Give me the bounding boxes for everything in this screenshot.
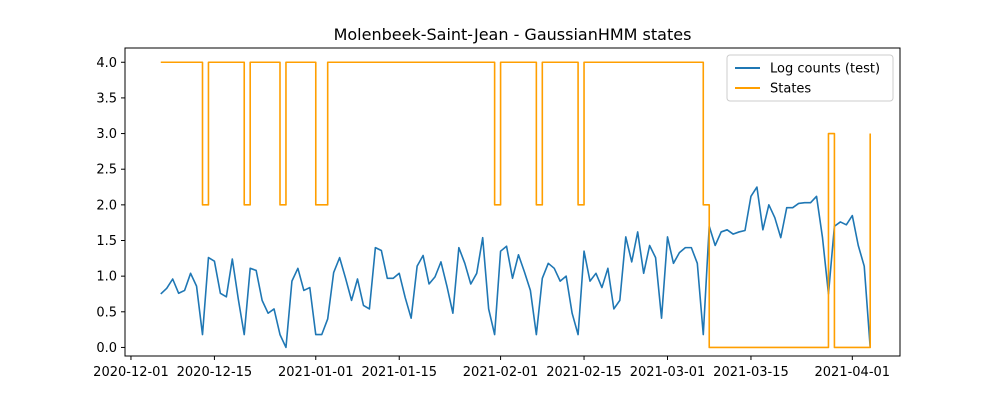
y-tick-label: 1.5 [96, 234, 117, 249]
legend-label: Log counts (test) [770, 62, 880, 77]
axes: 2020-12-01 2020-12-15 2021-01-01 2021-01-15… [93, 47, 901, 380]
x-tick-label: 2021-04-01 [815, 365, 891, 380]
legend-label: States [770, 82, 811, 97]
y-tick-label: 3.5 [96, 91, 117, 106]
y-tick-label: 2.5 [96, 163, 117, 178]
y-tick-label: 0.5 [96, 305, 117, 320]
x-tick-label: 2021-01-15 [361, 365, 437, 380]
x-tick-label: 2020-12-01 [93, 365, 169, 380]
plot-area [160, 61, 871, 349]
y-tick-label: 1.0 [96, 270, 117, 285]
y-tick-label: 0.0 [96, 341, 117, 356]
chart-title: Molenbeek-Saint-Jean - GaussianHMM state… [334, 25, 692, 44]
y-tick-label: 4.0 [96, 56, 117, 71]
x-tick-label: 2021-01-01 [278, 365, 354, 380]
legend-box [726, 54, 894, 102]
axes-frame [124, 47, 901, 357]
log-counts-line [160, 186, 871, 349]
x-tick-label: 2021-03-15 [713, 365, 789, 380]
y-tick-label: 3.0 [96, 127, 117, 142]
x-tick-label: 2020-12-15 [177, 365, 253, 380]
x-tick-label: 2021-02-15 [546, 365, 622, 380]
x-tick-label: 2021-03-01 [630, 365, 706, 380]
x-tick-label: 2021-02-01 [463, 365, 539, 380]
states-line [160, 61, 871, 349]
legend: Log counts (test) States [726, 54, 894, 102]
y-tick-label: 2.0 [96, 198, 117, 213]
